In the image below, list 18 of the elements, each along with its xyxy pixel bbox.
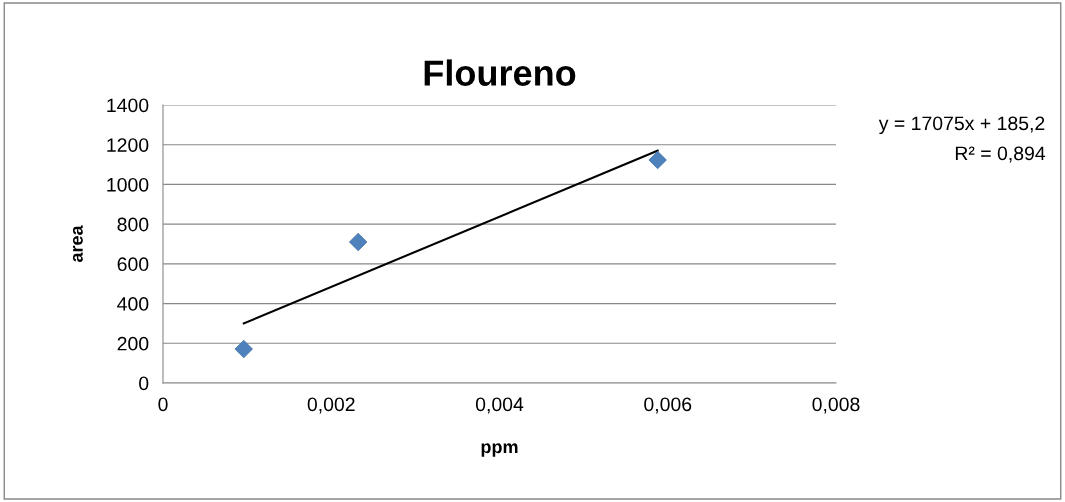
y-tick-label: 800 — [117, 217, 149, 232]
y-tick-label: 200 — [117, 336, 149, 351]
y-tick-label: 1200 — [107, 138, 149, 152]
y-tick-label: 1400 — [107, 98, 149, 113]
text: R² = 0,894 — [955, 146, 1046, 163]
x-tick-label: 0,004 — [475, 397, 524, 414]
chart-title: Floureno — [424, 59, 576, 86]
y-tick-label: 0 — [139, 376, 149, 391]
x-axis-title: ppm — [481, 443, 518, 457]
x-tick-label: 0,002 — [307, 397, 355, 414]
x-tick-label: 0,006 — [644, 397, 692, 414]
x-tick-label: 0,008 — [812, 397, 860, 414]
y-tick-label: 400 — [117, 297, 149, 311]
y-axis-title: area — [72, 225, 83, 263]
y-tick-label: 1000 — [107, 177, 149, 192]
y-tick-label: 600 — [117, 257, 149, 272]
text: y = 17075x + 185,2 — [878, 116, 1045, 135]
x-tick-label: 0 — [158, 397, 168, 412]
